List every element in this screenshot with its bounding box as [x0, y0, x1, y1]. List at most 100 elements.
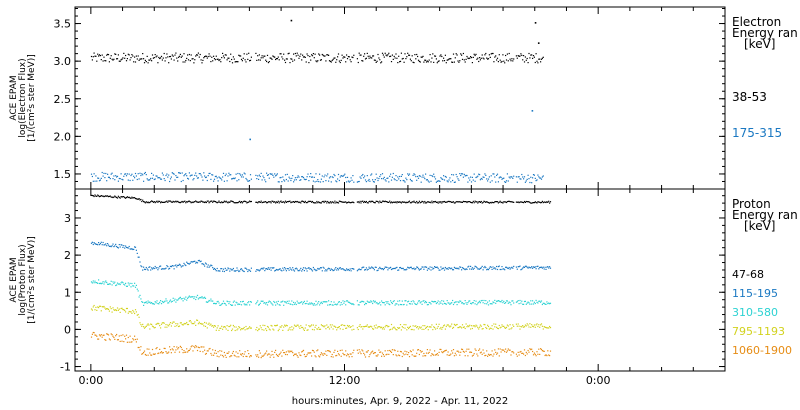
data-point — [343, 174, 345, 176]
data-point — [534, 61, 536, 64]
data-point — [362, 200, 364, 202]
data-point — [116, 245, 118, 248]
data-point — [340, 268, 342, 270]
data-point — [197, 52, 199, 54]
data-point — [122, 308, 124, 311]
data-point — [379, 200, 381, 202]
data-point — [231, 178, 234, 180]
data-point — [345, 327, 347, 329]
data-point — [420, 326, 422, 328]
data-point — [274, 56, 276, 58]
data-point — [222, 270, 224, 272]
data-point — [540, 58, 543, 60]
data-point — [196, 201, 199, 203]
data-point — [371, 57, 373, 59]
data-point — [470, 351, 472, 353]
data-point — [470, 176, 472, 178]
data-point — [171, 172, 173, 174]
data-point — [346, 181, 348, 183]
data-point — [321, 201, 323, 203]
data-point — [90, 194, 93, 196]
data-point — [112, 243, 114, 245]
data-point — [298, 270, 300, 272]
data-point — [250, 355, 252, 357]
data-point — [258, 304, 260, 306]
data-point — [386, 177, 388, 179]
data-point — [115, 175, 117, 177]
data-point — [387, 350, 389, 352]
data-point — [322, 354, 324, 356]
data-point — [335, 303, 337, 305]
data-point — [192, 179, 194, 181]
data-point — [106, 180, 108, 182]
data-point — [432, 301, 434, 303]
data-point — [97, 53, 99, 55]
data-point — [482, 349, 484, 351]
data-point — [501, 266, 503, 268]
data-point — [426, 269, 428, 271]
data-point — [403, 180, 405, 182]
data-point — [134, 197, 137, 200]
data-point — [296, 300, 298, 302]
data-point — [284, 61, 287, 64]
data-point — [476, 176, 478, 178]
data-point — [231, 178, 233, 180]
data-point — [524, 201, 526, 203]
data-point — [124, 173, 126, 175]
data-point — [350, 61, 352, 63]
data-point — [396, 303, 398, 305]
data-point — [272, 354, 274, 356]
data-point — [479, 326, 481, 328]
data-point — [223, 180, 225, 182]
data-point — [267, 174, 269, 176]
data-point — [294, 268, 296, 270]
data-point — [339, 349, 341, 352]
data-point — [453, 181, 455, 183]
data-point — [512, 201, 514, 203]
data-point — [493, 202, 495, 204]
data-point — [459, 354, 461, 356]
data-point — [519, 178, 521, 180]
data-point — [289, 62, 291, 64]
data-point — [290, 303, 292, 305]
data-point — [417, 300, 420, 302]
data-point — [318, 326, 320, 329]
data-point — [457, 201, 459, 203]
data-point — [225, 200, 227, 202]
data-point — [455, 53, 457, 55]
data-point — [296, 200, 298, 203]
data-point — [205, 352, 207, 355]
data-point — [277, 56, 279, 58]
data-point — [202, 201, 204, 203]
data-point — [310, 325, 312, 327]
data-point — [385, 354, 387, 356]
data-point — [329, 303, 331, 306]
data-point — [255, 303, 257, 305]
data-point — [532, 267, 534, 269]
data-point — [480, 177, 482, 180]
data-point — [434, 176, 436, 178]
data-point — [107, 308, 109, 310]
data-point — [439, 348, 441, 350]
data-point — [258, 328, 260, 330]
data-point — [164, 268, 166, 270]
data-point — [331, 59, 333, 62]
data-point — [142, 174, 144, 176]
data-point — [201, 323, 203, 325]
data-point — [346, 353, 349, 355]
data-point — [231, 304, 234, 306]
data-point — [436, 266, 438, 268]
data-point — [491, 350, 493, 352]
electron-legend-title: Electron — [732, 15, 781, 29]
data-point — [288, 300, 290, 302]
data-point — [195, 324, 197, 326]
data-point — [321, 270, 323, 272]
data-point — [155, 348, 157, 350]
data-point — [501, 201, 503, 203]
data-point — [109, 339, 111, 341]
data-point — [440, 54, 442, 56]
data-point — [224, 174, 226, 177]
data-point — [523, 326, 525, 328]
data-point — [319, 181, 322, 183]
data-point — [529, 201, 531, 204]
